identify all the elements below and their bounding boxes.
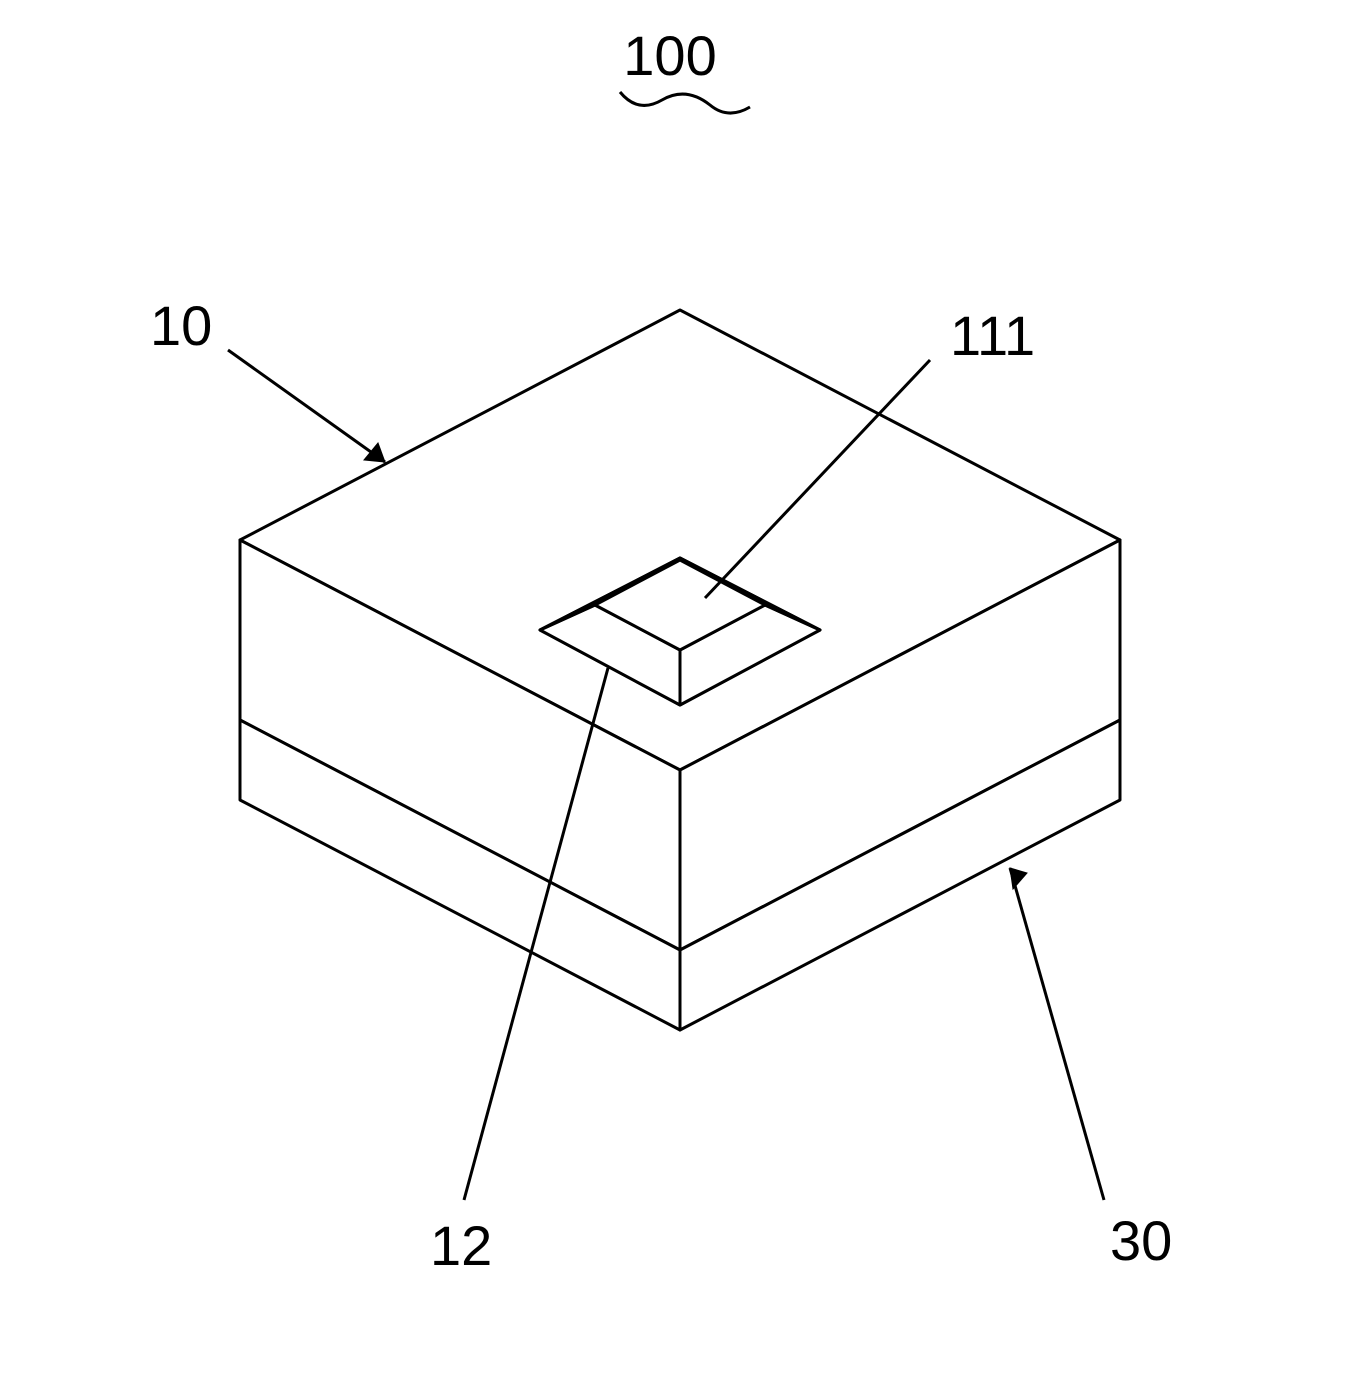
callout-label-30: 30 [1110,1209,1172,1272]
figure-number-underline [620,92,750,113]
callout-label-111: 111 [950,304,1035,367]
callout-arrowhead-30 [1010,868,1027,889]
callout-arrowhead-10 [364,443,385,462]
callout-line-30 [1010,868,1104,1200]
figure-number-label: 100 [623,24,716,87]
callout-label-12: 12 [430,1214,492,1277]
patent-figure: 100 10 111 12 30 [0,0,1359,1383]
callout-label-10: 10 [150,294,212,357]
callout-line-10 [228,350,385,462]
